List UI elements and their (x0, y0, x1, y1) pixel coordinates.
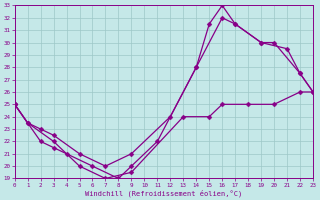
X-axis label: Windchill (Refroidissement éolien,°C): Windchill (Refroidissement éolien,°C) (85, 189, 243, 197)
